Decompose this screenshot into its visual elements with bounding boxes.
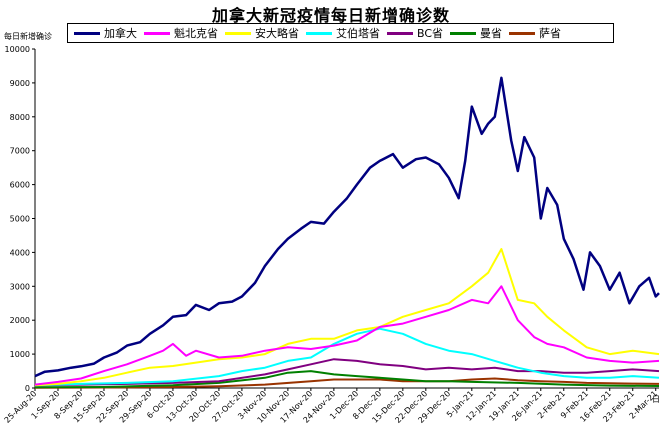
series-line xyxy=(34,248,660,387)
chart-title: 加拿大新冠疫情每日新增确诊数 xyxy=(211,6,450,25)
y-tick-label: 0 xyxy=(25,384,30,393)
legend-item: 艾伯塔省 xyxy=(306,25,380,41)
series-line xyxy=(34,285,660,386)
legend-swatch xyxy=(306,31,332,35)
legend-label: 曼省 xyxy=(480,27,503,40)
y-tick-label: 8000 xyxy=(10,113,30,122)
legend-item: 加拿大 xyxy=(74,25,137,41)
legend-item: 魁北克省 xyxy=(144,25,218,41)
legend-label: 魁北克省 xyxy=(174,27,218,40)
legend-label: 加拿大 xyxy=(104,27,137,40)
y-tick-label: 9000 xyxy=(10,79,30,88)
legend-swatch xyxy=(387,31,413,35)
legend-swatch xyxy=(509,31,536,35)
legend-label: 安大略省 xyxy=(255,27,299,40)
series-lines xyxy=(34,76,660,389)
series-line xyxy=(34,358,660,387)
legend-label: 萨省 xyxy=(539,27,562,40)
legend-swatch xyxy=(74,31,100,35)
y-tick-label: 1000 xyxy=(10,350,30,359)
legend-item: 萨省 xyxy=(509,25,561,41)
y-tick-label: 4000 xyxy=(10,248,30,257)
y-tick-label: 5000 xyxy=(10,215,30,224)
y-tick-label: 10000 xyxy=(5,45,30,54)
legend-item: 曼省 xyxy=(450,25,502,41)
legend-label: 艾伯塔省 xyxy=(336,27,380,40)
series-line xyxy=(34,327,660,387)
y-tick-labels: 0 1000 2000 3000 4000 5000 6000 7000 8000 9000 100… xyxy=(5,45,30,393)
y-tick-label: 7000 xyxy=(10,147,30,156)
legend: 加拿大 魁北克省 安大略省 艾伯塔省 BC省 曼省 萨省 xyxy=(67,23,614,43)
legend-item: BC省 xyxy=(387,25,443,41)
series-line xyxy=(34,370,660,389)
legend-item: 安大略省 xyxy=(225,25,299,41)
x-tick-labels: 25-Aug-201-Sep-208-Sep-2015-Sep-2022-Sep… xyxy=(3,389,660,425)
x-axis-unit: 日 xyxy=(652,395,660,404)
legend-swatch xyxy=(225,31,251,35)
legend-swatch xyxy=(450,31,477,35)
legend-label: BC省 xyxy=(417,27,444,40)
legend-swatch xyxy=(144,31,170,35)
y-axis-label: 每日新增确诊 xyxy=(4,32,52,41)
y-tick-label: 2000 xyxy=(10,316,30,325)
y-tick-label: 6000 xyxy=(10,181,30,190)
series-line xyxy=(34,76,660,378)
y-tick-label: 3000 xyxy=(10,282,30,291)
